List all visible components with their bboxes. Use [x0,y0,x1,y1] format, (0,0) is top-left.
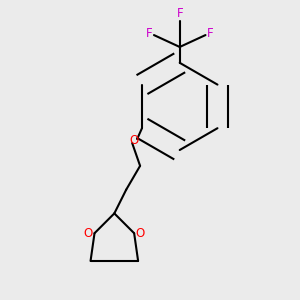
Text: O: O [130,134,139,147]
Text: F: F [206,27,213,40]
Text: O: O [84,227,93,240]
Text: F: F [176,7,183,20]
Text: F: F [146,27,153,40]
Text: O: O [136,227,145,240]
